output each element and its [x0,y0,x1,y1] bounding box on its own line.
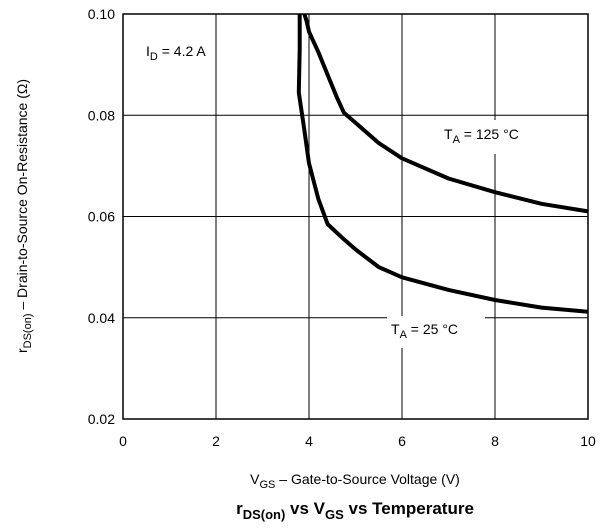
series-label-125c: TA = 125 °C [444,126,519,146]
x-axis-label: VGS – Gate-to-Source Voltage (V) [250,471,460,491]
series-line-0 [302,13,589,214]
x-tick-label: 2 [212,433,220,449]
series-label-bg-125 [440,120,550,154]
tick-labels: 0 2 4 6 8 10 0.02 0.04 0.06 0.08 0.10 [88,6,596,449]
x-tick-label: 4 [305,433,313,449]
x-tick-label: 6 [398,433,406,449]
x-tick-label: 10 [580,433,596,449]
condition-label: ID = 4.2 A [146,43,206,63]
y-tick-label: 0.06 [88,209,115,225]
chart-title: rDS(on) vs VGS vs Temperature [236,499,474,522]
series-label-25c: TA = 25 °C [391,321,458,341]
series-group [296,13,589,314]
x-tick-label: 0 [119,433,127,449]
y-tick-label: 0.08 [88,107,115,123]
y-axis-label: rDS(on) – Drain-to-Source On-Resistance … [14,79,34,353]
series-label-bg-25 [387,316,485,348]
y-tick-label: 0.04 [88,310,115,326]
x-tick-label: 8 [491,433,499,449]
grid [123,14,588,419]
y-tick-label: 0.02 [88,411,115,427]
series-line-1 [296,14,589,314]
y-tick-label: 0.10 [88,6,115,22]
